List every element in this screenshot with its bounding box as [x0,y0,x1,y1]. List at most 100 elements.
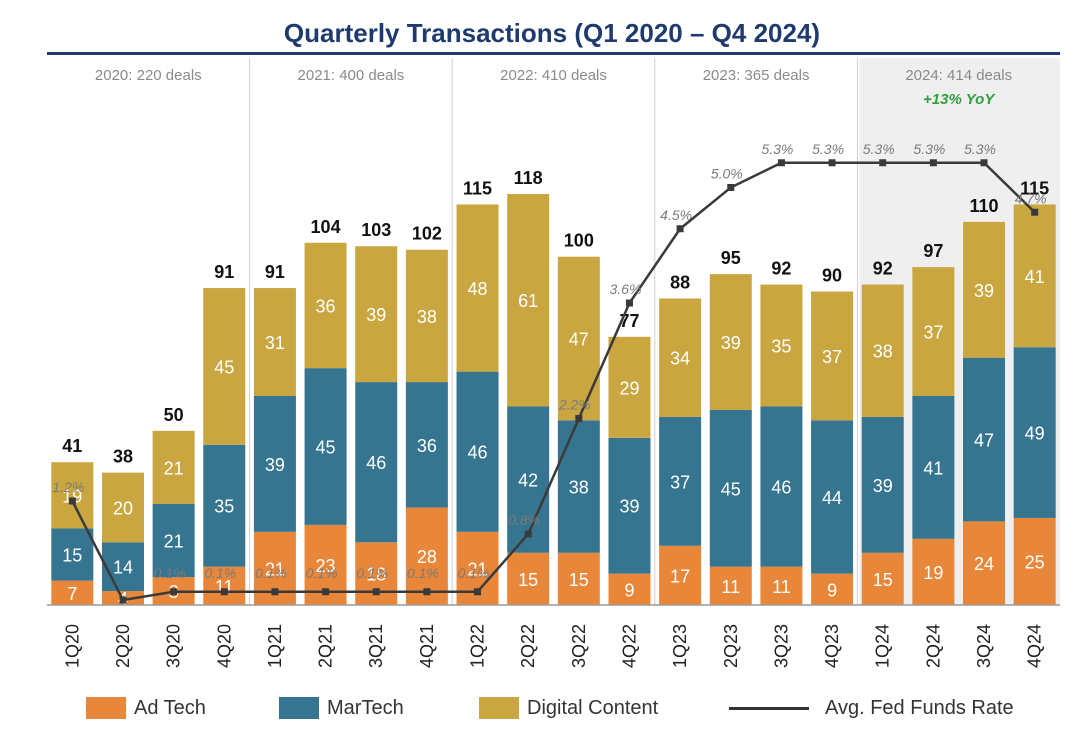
fed-funds-rate-label: 5.3% [913,141,945,157]
bar-value-label: 15 [569,570,589,590]
bar-value-label: 37 [670,472,690,492]
fed-funds-rate-label: 0.1% [255,565,287,581]
bar-value-label: 28 [417,547,437,567]
bar-segment-ad-tech [811,573,854,605]
bar-total-label: 115 [463,178,492,198]
bar-value-label: 14 [113,558,133,578]
x-tick-label: 1Q23 [670,624,690,668]
bar-value-label: 38 [569,478,589,498]
x-tick-label: 2Q20 [113,624,133,668]
legend-label-fed-funds-rate: Avg. Fed Funds Rate [825,697,1014,719]
bar-segment-martech [709,409,752,567]
bar-value-label: 38 [417,307,437,327]
bar-value-label: 21 [164,458,184,478]
bar-segment-martech [152,503,195,578]
year-group-label: 2021: 400 deals [298,67,405,84]
legend-swatch-digital-content [479,697,519,719]
legend-label-martech: MarTech [327,697,404,719]
bar-value-label: 41 [923,458,943,478]
bar-segment-digital-content [51,462,94,529]
bar-value-label: 44 [822,488,842,508]
x-tick-label: 4Q22 [619,624,639,668]
bar-segment-digital-content [507,194,550,407]
bar-segment-martech [608,437,651,574]
fed-funds-rate-point [68,497,76,505]
x-tick-label: 3Q23 [771,624,791,668]
x-tick-label: 1Q20 [62,624,82,668]
fed-funds-rate-label: 5.3% [964,141,996,157]
bar-value-label: 15 [518,570,538,590]
bar-total-label: 91 [265,262,285,282]
bar-segment-ad-tech [861,552,904,605]
bar-value-label: 37 [822,347,842,367]
bar-value-label: 47 [974,431,994,451]
x-tick-label: 3Q20 [164,624,184,668]
bar-value-label: 19 [62,486,82,506]
fed-funds-rate-point [625,299,633,307]
bar-segment-ad-tech [1013,517,1056,605]
bar-value-label: 39 [873,476,893,496]
x-tick-label: 1Q22 [468,624,488,668]
bar-segment-martech [51,528,94,581]
bar-total-label: 50 [164,405,184,425]
x-tick-label: 2Q21 [316,624,336,668]
fed-funds-rate-point [828,159,836,167]
x-tick-label: 3Q24 [974,624,994,668]
bar-total-label: 95 [721,248,741,268]
stacked-bar-chart: 2020: 220 deals 2021: 400 deals 2022: 410 … [47,58,1060,668]
fed-funds-rate-label: 4.7% [1015,190,1047,206]
bar-value-label: 24 [974,554,994,574]
year-group-label: 2022: 410 deals [500,67,607,84]
bar-value-label: 15 [873,570,893,590]
bar-value-label: 11 [772,577,791,597]
bar-segment-digital-content [760,284,803,407]
fed-funds-rate-point [322,588,330,596]
x-tick-label: 2Q23 [721,624,741,668]
bar-segment-digital-content [659,298,702,417]
bar-value-label: 42 [518,471,538,491]
x-tick-label: 4Q21 [417,624,437,668]
bar-value-label: 39 [265,455,285,475]
x-tick-label: 2Q24 [923,624,943,668]
fed-funds-rate-point [1031,208,1039,216]
bar-total-label: 90 [822,266,842,286]
fed-funds-rate-label: 3.6% [610,281,642,297]
bar-value-label: 38 [873,342,893,362]
bar-total-label: 110 [970,196,999,216]
bar-value-label: 17 [670,566,690,586]
x-tick-label: 1Q21 [265,624,285,668]
x-tick-label: 4Q23 [822,624,842,668]
bar-value-label: 39 [366,305,386,325]
bar-segment-martech [253,396,296,532]
bar-segment-martech [912,396,955,539]
bar-total-label: 92 [873,259,893,279]
bar-segment-martech [963,357,1006,522]
bar-segment-ad-tech [912,538,955,605]
bar-total-label: 100 [564,231,594,251]
bar-segment-digital-content [203,288,246,445]
bar-segment-martech [1013,347,1056,518]
fed-funds-rate-point [423,588,431,596]
bar-segment-martech [304,368,347,525]
bar-segment-digital-content [405,249,448,383]
fed-funds-rate-point [980,159,988,167]
x-tick-label: 4Q20 [214,624,234,668]
legend-label-ad-tech: Ad Tech [134,697,206,719]
bar-total-label: 88 [670,272,690,292]
bar-segment-martech [507,406,550,553]
bar-value-label: 45 [316,438,336,458]
bar-segment-digital-content [963,221,1006,358]
fed-funds-rate-point [727,184,735,191]
bar-value-label: 48 [468,279,488,299]
year-group-label: 2023: 365 deals [703,67,810,84]
bar-total-label: 102 [412,224,442,244]
bar-segment-digital-content [304,242,347,369]
bar-value-label: 15 [62,545,82,565]
bar-segment-ad-tech [203,566,246,605]
fed-funds-rate-label: 2.2% [558,397,591,413]
fed-funds-rate-point [575,415,583,422]
bar-segment-ad-tech [659,545,702,605]
bar-segment-digital-content [456,204,499,372]
bar-value-label: 21 [164,532,184,552]
bar-value-label: 23 [316,556,336,576]
